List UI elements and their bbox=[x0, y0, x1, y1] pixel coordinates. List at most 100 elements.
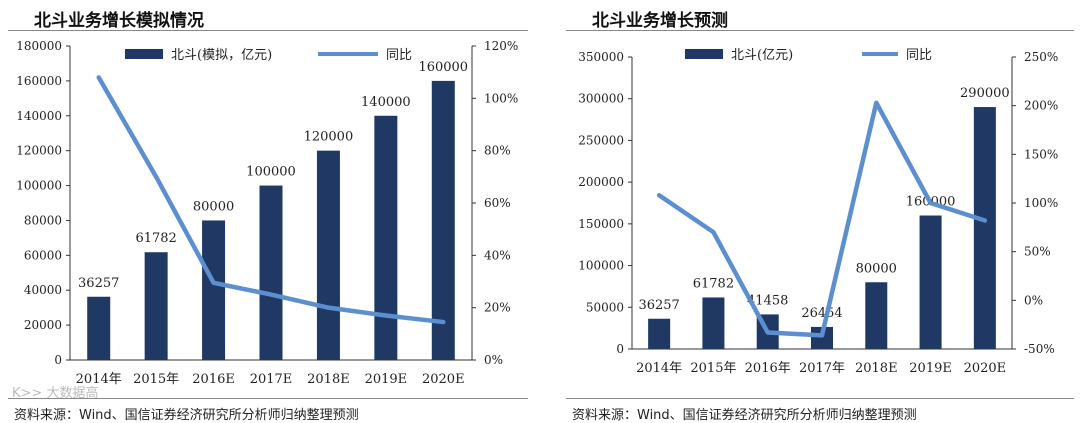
chart2-bar bbox=[919, 215, 942, 349]
chart2-bar-label: 41458 bbox=[747, 293, 788, 308]
chart1-legend-line-label: 同比 bbox=[386, 48, 412, 63]
chart1-bar bbox=[144, 252, 168, 360]
chart1-bar-label: 160000 bbox=[418, 60, 468, 75]
chart2-bar-label: 290000 bbox=[960, 86, 1010, 101]
chart1-category-label: 2015年 bbox=[133, 372, 179, 387]
chart1-bar bbox=[431, 80, 455, 360]
chart2-top-rule bbox=[566, 30, 1074, 31]
chart1-category-label: 2017E bbox=[250, 372, 293, 387]
chart2-bar-label: 61782 bbox=[693, 276, 734, 291]
chart1-source: 资料来源：Wind、国信证券经济研究所分析师归纳整理预测 bbox=[14, 408, 359, 423]
chart2-right-tick-label: 250% bbox=[1024, 50, 1058, 64]
chart1-bar bbox=[87, 296, 111, 360]
chart2-left-tick-label: 350000 bbox=[578, 50, 624, 64]
chart1-left-tick-label: 160000 bbox=[16, 74, 62, 88]
chart1-category-label: 2020E bbox=[422, 372, 465, 387]
chart2-bar bbox=[648, 318, 671, 349]
chart1-legend-bar-label: 北斗(模拟，亿元) bbox=[171, 48, 272, 63]
chart1-legend-bar-swatch bbox=[125, 49, 163, 59]
chart1-right-tick-label: 100% bbox=[484, 91, 518, 105]
chart2-left-tick-label: 250000 bbox=[578, 133, 624, 147]
watermark-logo: K>> 大数据高 bbox=[12, 386, 99, 401]
chart1-bar-label: 80000 bbox=[193, 199, 234, 214]
chart1-left-tick-label: 0 bbox=[54, 353, 62, 367]
chart1-left-tick-label: 80000 bbox=[24, 213, 62, 227]
chart2-right-tick-label: 50% bbox=[1024, 245, 1051, 259]
chart2-title: 北斗业务增长预测 bbox=[592, 11, 728, 31]
chart1-left-tick-label: 20000 bbox=[24, 318, 62, 332]
chart2-left-tick-label: 150000 bbox=[578, 217, 624, 231]
chart2-yoy-point bbox=[767, 331, 769, 333]
chart1-bar-label: 120000 bbox=[304, 130, 354, 145]
chart1-yoy-point bbox=[155, 176, 157, 178]
chart2-bar-label: 36257 bbox=[638, 298, 679, 313]
chart1-yoy-point bbox=[213, 282, 215, 284]
chart1-top-rule bbox=[8, 30, 528, 31]
chart2-bar bbox=[811, 326, 833, 349]
chart1-left-tick-label: 40000 bbox=[24, 283, 62, 297]
chart1-left-tick-label: 140000 bbox=[16, 109, 62, 123]
chart2-bar bbox=[865, 282, 888, 349]
chart1-left-tick-label: 120000 bbox=[16, 144, 62, 158]
chart1-bar bbox=[202, 220, 226, 360]
chart1-category-label: 2016E bbox=[192, 372, 235, 387]
chart2-yoy-point bbox=[821, 334, 823, 336]
chart2-left-tick-label: 50000 bbox=[586, 300, 624, 314]
chart2-right-tick-label: 0% bbox=[1024, 293, 1043, 307]
chart2-legend-bar-swatch bbox=[685, 49, 723, 59]
chart2-left-tick-label: 300000 bbox=[578, 92, 624, 106]
chart2-category-label: 2020E bbox=[964, 361, 1007, 376]
chart1-category-label: 2019E bbox=[365, 372, 408, 387]
chart2-right-tick-label: 150% bbox=[1024, 147, 1058, 161]
chart2-category-label: 2019E bbox=[909, 361, 952, 376]
chart1-right-tick-label: 20% bbox=[484, 301, 511, 315]
chart2-bar bbox=[702, 297, 725, 349]
chart2-category-label: 2018E bbox=[855, 361, 898, 376]
chart2-right-tick-label: 100% bbox=[1024, 196, 1058, 210]
chart2-right-tick-label: -50% bbox=[1024, 342, 1055, 356]
chart1-bottom-rule bbox=[8, 398, 528, 399]
chart1-left-tick-label: 60000 bbox=[24, 248, 62, 262]
chart2-yoy-point bbox=[658, 194, 660, 196]
chart2-category-label: 2017年 bbox=[799, 361, 845, 376]
chart2-legend-bar-label: 北斗(亿元) bbox=[731, 48, 793, 63]
chart2-yoy-point bbox=[930, 202, 932, 204]
chart2-category-label: 2015年 bbox=[690, 361, 736, 376]
chart2-yoy-point bbox=[712, 231, 714, 233]
chart2-bar-label: 80000 bbox=[856, 261, 897, 276]
chart1-bar-label: 100000 bbox=[246, 165, 296, 180]
chart1-right-tick-label: 80% bbox=[484, 144, 511, 158]
chart2-right-tick-label: 200% bbox=[1024, 99, 1058, 113]
chart1-right-tick-label: 120% bbox=[484, 39, 518, 53]
chart1-yoy-point bbox=[385, 315, 387, 317]
chart2-legend-line-label: 同比 bbox=[906, 48, 932, 63]
chart2-bar-label: 26454 bbox=[801, 306, 842, 321]
chart1-yoy-point bbox=[270, 294, 272, 296]
chart2-left-tick-label: 200000 bbox=[578, 175, 624, 189]
chart1-category-label: 2014年 bbox=[76, 372, 122, 387]
chart1-right-tick-label: 40% bbox=[484, 248, 511, 262]
chart2-source: 资料来源：Wind、国信证券经济研究所分析师归纳整理预测 bbox=[572, 408, 917, 423]
chart2-category-label: 2016年 bbox=[745, 361, 791, 376]
chart1-yoy-point bbox=[98, 76, 100, 78]
chart1-bar-label: 36257 bbox=[78, 276, 119, 291]
chart2-left-tick-label: 0 bbox=[616, 342, 624, 356]
chart1-left-tick-label: 100000 bbox=[16, 179, 62, 193]
chart1-bar-label: 61782 bbox=[135, 231, 176, 246]
chart2-bar bbox=[973, 107, 996, 349]
chart2-bottom-rule bbox=[566, 398, 1074, 399]
chart2-yoy-point bbox=[984, 220, 986, 222]
chart1-bar-label: 140000 bbox=[361, 95, 411, 110]
chart1-left-tick-label: 180000 bbox=[16, 39, 62, 53]
chart1-yoy-point bbox=[327, 307, 329, 309]
chart1-bar bbox=[374, 115, 398, 361]
chart2-yoy-point bbox=[875, 102, 877, 104]
chart1-right-tick-label: 0% bbox=[484, 353, 503, 367]
chart2-category-label: 2014年 bbox=[636, 361, 682, 376]
chart1-category-label: 2018E bbox=[307, 372, 350, 387]
chart1-bar bbox=[259, 185, 283, 360]
chart1-bar bbox=[316, 150, 340, 360]
chart1-title: 北斗业务增长模拟情况 bbox=[34, 11, 204, 31]
chart2-left-tick-label: 100000 bbox=[578, 259, 624, 273]
